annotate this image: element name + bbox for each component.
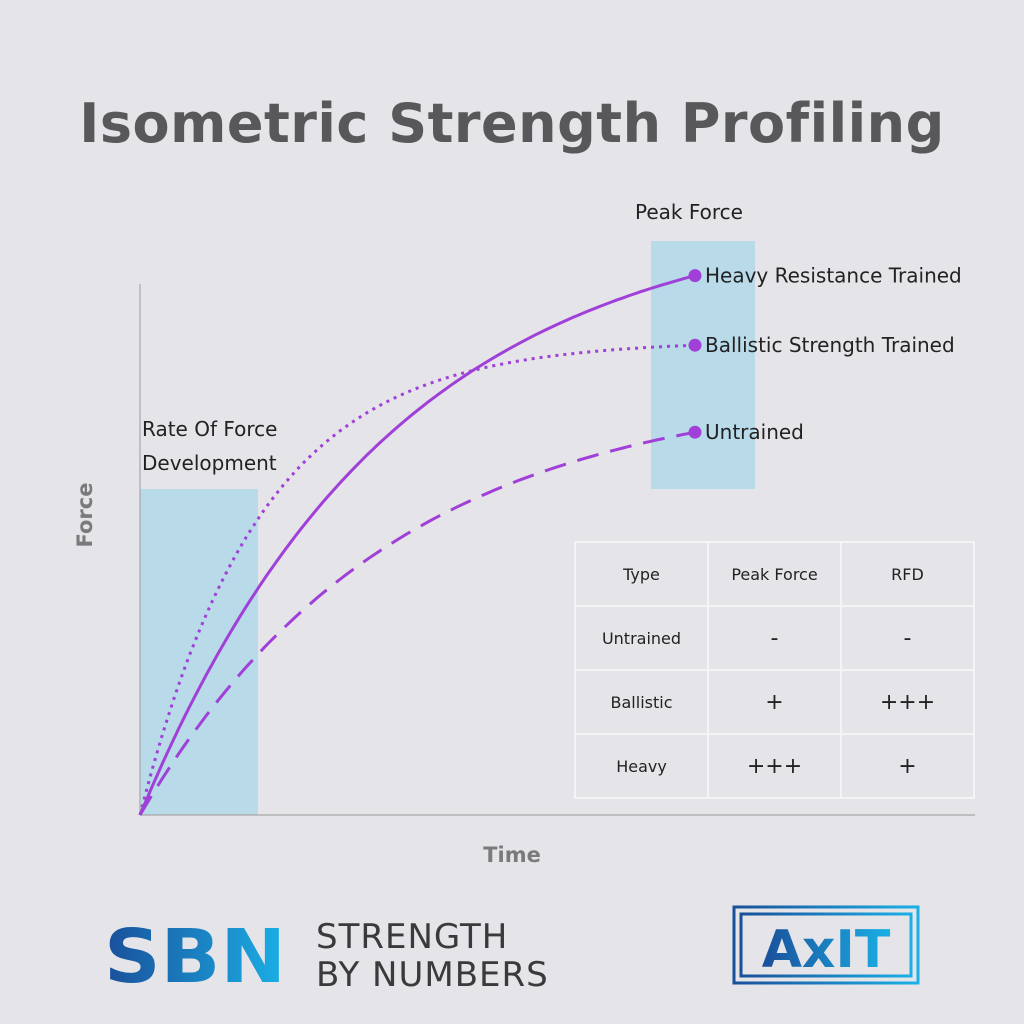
table-cell: Heavy xyxy=(574,733,709,799)
sbn-mark: SBN xyxy=(104,918,286,992)
series-label-dotted: Ballistic Strength Trained xyxy=(705,333,955,357)
table-header-cell: RFD xyxy=(840,541,975,607)
rfd-highlight xyxy=(140,489,258,815)
table-cell: + xyxy=(840,733,975,799)
chart-title: Isometric Strength Profiling xyxy=(79,92,945,155)
table-cell: - xyxy=(707,605,842,671)
sbn-wordmark-line1: STRENGTH xyxy=(316,917,509,957)
comparison-table: Type Peak Force RFD Untrained - - Ballis… xyxy=(574,541,975,799)
table-row: Heavy +++ + xyxy=(574,733,975,799)
series-line-dotted xyxy=(138,343,696,816)
series-label-solid: Heavy Resistance Trained xyxy=(705,264,962,288)
table-cell: Ballistic xyxy=(574,669,709,735)
sbn-wordmark-line2: BY NUMBERS xyxy=(316,955,549,995)
axit-logo: AxIT xyxy=(732,905,920,985)
series-label-dashed: Untrained xyxy=(705,420,804,444)
sbn-wordmark: STRENGTH BY NUMBERS xyxy=(316,918,549,994)
table-row: Untrained - - xyxy=(574,605,975,671)
axit-outer-frame xyxy=(732,905,920,985)
table-cell: - xyxy=(840,605,975,671)
rfd-label-line1: Rate Of Force xyxy=(142,417,277,441)
table-header-cell: Peak Force xyxy=(707,541,842,607)
table-row: Ballistic + +++ xyxy=(574,669,975,735)
axit-wordmark: AxIT xyxy=(762,920,891,980)
series-endpoint-solid xyxy=(688,269,702,283)
peak-force-label: Peak Force xyxy=(635,200,743,224)
rfd-label-line2: Development xyxy=(142,451,277,475)
axit-inner-frame xyxy=(739,912,913,978)
table-cell: +++ xyxy=(707,733,842,799)
y-axis-label: Force xyxy=(73,483,97,548)
table-header-cell: Type xyxy=(574,541,709,607)
table-header-row: Type Peak Force RFD xyxy=(574,541,975,607)
chart: Force Time Rate Of Force Development Pea… xyxy=(73,200,975,867)
series-line-solid xyxy=(138,274,696,816)
table-cell: + xyxy=(707,669,842,735)
series-endpoint-dotted xyxy=(688,338,702,352)
sbn-logo: SBN xyxy=(104,918,286,992)
series-endpoint-dashed xyxy=(688,425,702,439)
table-cell: +++ xyxy=(840,669,975,735)
x-axis-label: Time xyxy=(483,843,541,867)
table-cell: Untrained xyxy=(574,605,709,671)
